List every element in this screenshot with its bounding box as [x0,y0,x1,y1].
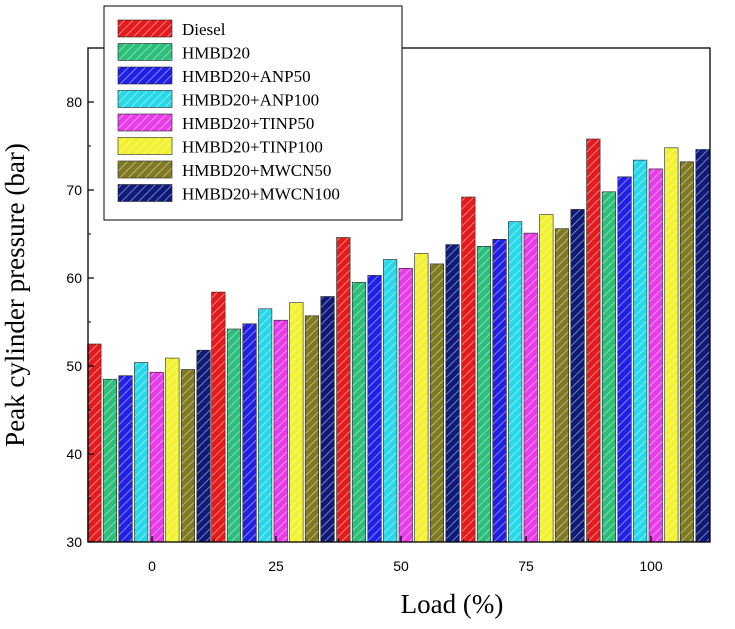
bar-hmbd20-tinp100-100 [664,147,679,543]
bar-hmbd20-mwcn100-75 [570,209,585,543]
bar-hmbd20-tinp50-100 [648,168,663,543]
bar-hmbd20-tinp50-0 [149,371,164,543]
bar-hmbd20-anp100-0 [134,362,149,543]
bar-hmbd20-100 [601,191,617,543]
bar-hmbd20-mwcn50-75 [554,228,570,543]
x-tick-label: 25 [268,558,284,574]
legend-swatch [117,184,173,202]
x-tick-label: 0 [148,558,156,574]
y-tick-label: 50 [66,358,82,374]
bar-hmbd20-anp50-50 [367,275,382,543]
y-tick-label: 60 [66,270,82,286]
x-tick-label: 50 [393,558,409,574]
bar-hmbd20-anp50-75 [492,239,507,543]
legend-swatch [117,19,173,38]
bar-hmbd20-tinp100-50 [414,253,429,543]
y-tick-label: 70 [66,182,82,198]
bar-diesel-100 [586,138,601,543]
legend: Diesel HMBD20 HMBD20+ANP50 HMBD20+ANP100 HMB… [103,5,403,221]
x-tick-label: 75 [518,558,534,574]
bar-hmbd20-tinp50-25 [273,319,288,543]
bar-hmbd20-anp100-25 [258,308,273,543]
bar-diesel-0 [87,343,102,543]
x-axis: 0 25 50 75 100 [148,536,663,574]
bar-diesel-75 [461,196,476,543]
bar-hmbd20-anp50-0 [118,375,133,543]
legend-label: Diesel [182,20,226,39]
bar-hmbd20-tinp50-50 [398,267,413,543]
bar-hmbd20-mwcn100-25 [320,296,335,543]
bar-hmbd20-mwcn100-0 [196,349,211,543]
bar-hmbd20-tinp50-75 [523,232,538,543]
y-axis: 30 40 50 60 70 80 [66,94,94,550]
bar-hmbd20-tinp100-0 [165,357,180,543]
legend-label: HMBD20+MWCN100 [182,185,340,204]
legend-label: HMBD20 [182,44,250,63]
y-tick-label: 40 [66,446,82,462]
x-axis-title: Load (%) [401,589,504,619]
legend-label: HMBD20+TINP50 [182,114,314,133]
bar-hmbd20-mwcn50-25 [304,315,320,543]
legend-label: HMBD20+ANP50 [182,67,311,86]
legend-label: HMBD20+ANP100 [182,91,319,110]
legend-swatch [117,66,173,85]
bar-hmbd20-anp50-25 [242,323,257,543]
legend-swatch [117,90,173,108]
bar-hmbd20-50 [351,282,367,543]
legend-swatch [117,43,173,61]
bar-hmbd20-tinp100-25 [289,302,304,543]
bar-hmbd20-anp100-100 [633,159,648,543]
bar-hmbd20-mwcn50-50 [429,263,445,543]
bar-diesel-50 [336,237,351,543]
bar-hmbd20-75 [476,246,492,543]
legend-swatch [117,160,173,179]
bar-diesel-25 [211,291,226,543]
legend-swatch [117,113,173,132]
bar-hmbd20-anp100-75 [508,221,523,543]
bar-hmbd20-mwcn50-100 [679,161,695,543]
bar-hmbd20-anp50-100 [617,176,632,543]
legend-swatch [117,137,173,155]
legend-label: HMBD20+TINP100 [182,138,323,157]
legend-label: HMBD20+MWCN50 [182,161,331,180]
bar-hmbd20-25 [226,328,241,543]
bar-hmbd20-mwcn100-50 [445,244,460,543]
bar-hmbd20-0 [102,378,117,543]
y-axis-title: Peak cylinder pressure (bar) [0,143,30,447]
bar-hmbd20-mwcn50-0 [180,369,195,543]
y-tick-label: 80 [66,94,82,110]
x-tick-label: 100 [639,558,663,574]
bars-layer [87,138,710,543]
bar-hmbd20-anp100-50 [383,259,398,543]
y-tick-label: 30 [66,534,82,550]
bar-hmbd20-mwcn100-100 [695,149,710,543]
bar-hmbd20-tinp100-75 [539,214,554,543]
